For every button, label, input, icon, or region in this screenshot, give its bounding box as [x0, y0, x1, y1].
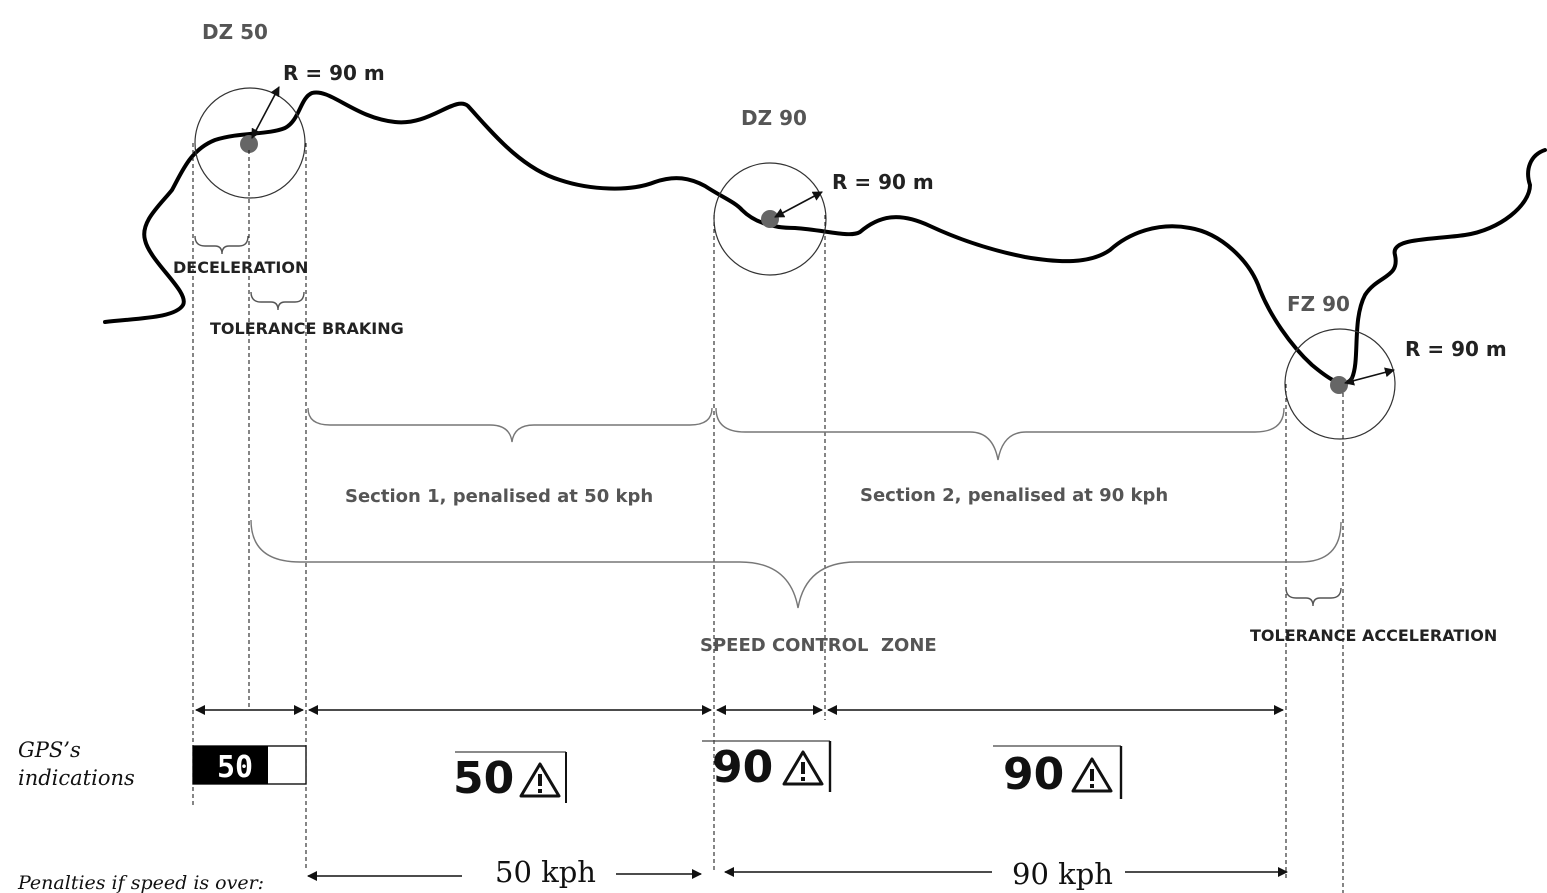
- fz90-label: FZ 90: [1287, 292, 1350, 316]
- section1-label: Section 1, penalised at 50 kph: [345, 486, 653, 507]
- gps-display-2-value: 50: [453, 753, 514, 804]
- speed-control-zone-label: SPEED CONTROL ZONE: [700, 635, 937, 656]
- dz50-radius-arrow: [251, 86, 280, 139]
- tolerance-acceleration-brace: [1285, 587, 1342, 607]
- road-path: [103, 90, 1547, 386]
- warning-triangle-icon: [519, 762, 561, 798]
- penalty-90-value: 90 kph: [1012, 857, 1113, 891]
- tolerance-braking-brace: [250, 291, 305, 311]
- deceleration-brace: [194, 235, 249, 255]
- tolerance-acceleration-label: TOLERANCE ACCELERATION: [1250, 626, 1497, 645]
- gps-display-1: 50: [192, 745, 307, 785]
- penalty-50-value: 50 kph: [495, 855, 596, 889]
- dz50-radius-label: R = 90 m: [283, 61, 385, 85]
- gps-display-1-value: 50: [217, 750, 253, 785]
- warning-triangle-icon: [1071, 757, 1113, 793]
- gps-display-3-value: 90: [712, 742, 773, 793]
- gps-display-3: 90: [702, 740, 832, 793]
- dz50-label: DZ 50: [202, 20, 268, 44]
- warning-triangle-icon: [782, 750, 824, 786]
- speed-control-zone-brace: [250, 519, 1342, 609]
- dz90-radius-label: R = 90 m: [832, 170, 934, 194]
- gps-display-2: 50: [453, 751, 567, 804]
- fz90-center-dot: [1330, 376, 1348, 394]
- deceleration-label: DECELERATION: [173, 258, 308, 277]
- section1-brace: [307, 407, 713, 443]
- section2-label: Section 2, penalised at 90 kph: [860, 485, 1168, 506]
- gps-title-line2: indications: [18, 766, 135, 790]
- section2-brace: [715, 407, 1285, 461]
- fz90-circle: [1284, 328, 1396, 440]
- dz50-circle: [194, 87, 306, 199]
- tolerance-braking-label: TOLERANCE BRAKING: [210, 319, 404, 338]
- penalties-label: Penalties if speed is over:: [17, 872, 264, 893]
- fz90-radius-arrow: [1344, 367, 1395, 386]
- fz90-radius-label: R = 90 m: [1405, 337, 1507, 361]
- dz90-center-dot: [761, 210, 779, 228]
- dz50-center-dot: [240, 135, 258, 153]
- gps-title-line1: GPS’s: [18, 738, 81, 762]
- gps-display-4-value: 90: [1003, 749, 1064, 800]
- dz90-label: DZ 90: [741, 106, 807, 130]
- dz90-radius-arrow: [774, 191, 823, 218]
- gps-display-4: 90: [993, 745, 1123, 800]
